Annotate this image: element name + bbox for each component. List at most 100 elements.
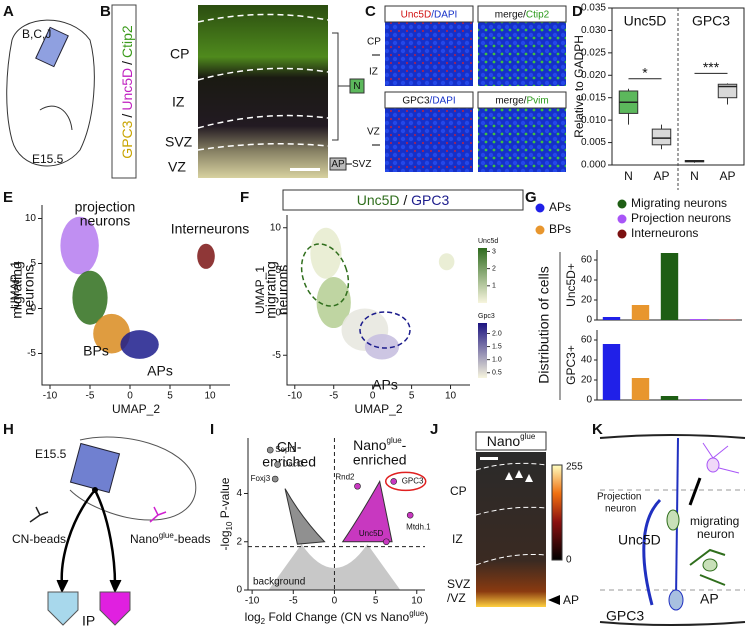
panel-label: B <box>100 3 111 20</box>
point <box>383 538 390 546</box>
x-tick-label: N <box>624 169 633 183</box>
panel-label: K <box>592 421 603 438</box>
zone-label: IZ <box>172 94 185 110</box>
stain: Ctip2 <box>119 25 135 58</box>
y-tick-label: 0.030 <box>581 25 606 36</box>
tile-stain: /DAPI <box>430 95 456 106</box>
point-label: Dact3 <box>283 460 304 469</box>
bead-icon <box>149 506 167 523</box>
title-part: GPC3 <box>411 192 449 208</box>
bar <box>689 319 708 320</box>
label-part: glue <box>409 609 425 618</box>
legend-label: Interneurons <box>631 226 698 240</box>
annotation: migrating <box>263 261 279 319</box>
x-tick-label: 0 <box>127 391 133 402</box>
cluster-cloud <box>197 243 215 269</box>
label-part: log <box>245 610 261 624</box>
x-tick-label: 5 <box>373 596 379 607</box>
ap-label: AP <box>331 159 345 170</box>
box <box>717 83 738 99</box>
bracket <box>332 32 350 141</box>
y-tick-label: 40 <box>581 275 593 286</box>
y-tick-label: 0 <box>586 315 592 326</box>
cloud <box>310 227 342 279</box>
cluster-label: neurons <box>80 213 131 229</box>
brain-line <box>39 105 73 131</box>
n-box <box>349 78 365 94</box>
panel-label: D <box>572 3 583 20</box>
stain-box <box>111 4 137 179</box>
x-axis-label: UMAP_2 <box>354 402 402 416</box>
legend-marker <box>535 225 545 235</box>
bead-label: -beads <box>174 532 211 546</box>
y-tick-label: 2 <box>236 536 242 547</box>
y-tick-label: 0.025 <box>581 47 606 58</box>
cell-label: Projection <box>597 492 641 503</box>
panel-label: I <box>210 421 214 438</box>
ap-cell <box>668 589 684 611</box>
tile-stain: Ctip2 <box>526 9 550 20</box>
bp-cell <box>689 548 726 586</box>
tile-title: merge/Pvim <box>495 95 548 106</box>
cluster-cloud <box>60 216 99 275</box>
y-tick-label: -5 <box>27 348 36 359</box>
y-tick-label: 0 <box>236 585 242 596</box>
colorbar-tick-label: 2 <box>492 265 496 272</box>
bead-label: CN-beads <box>12 532 66 546</box>
projection-cell <box>706 457 720 473</box>
x-tick-label: -10 <box>245 596 260 607</box>
cluster-cloud <box>72 270 108 325</box>
panel-label: H <box>3 421 14 438</box>
x-tick-label: 10 <box>411 596 423 607</box>
x-tick-label: 5 <box>167 391 173 402</box>
scale-bar <box>290 168 320 171</box>
group-label: Nanoglue- <box>353 436 407 453</box>
x-tick-label: 0 <box>332 596 338 607</box>
panel-b: GPC3 / Unc5D / Ctip2 CP IZ SVZ VZ N AP SVZ <box>111 4 371 179</box>
colorbar-tick-label: 1.0 <box>492 357 502 364</box>
stain: / <box>119 61 135 65</box>
brain-outline <box>69 436 197 521</box>
legend-marker <box>535 203 545 213</box>
y-tick-label: 20 <box>581 375 593 386</box>
y-tick-label: 5 <box>275 265 281 276</box>
label-part: -log <box>218 530 232 550</box>
zone-label: CP <box>367 37 381 48</box>
cell-label: migrating <box>690 514 739 528</box>
point-label: Sept1 <box>275 445 296 454</box>
legend-marker <box>617 229 627 239</box>
x-tick-label: N <box>690 169 699 183</box>
y-tick-label: 0.000 <box>581 160 606 171</box>
bead-icon <box>29 506 49 523</box>
zone-label: VZ <box>168 159 186 175</box>
legend-label: BPs <box>549 222 571 236</box>
x-tick-label: -5 <box>86 391 95 402</box>
point <box>274 461 281 468</box>
bead-label: Nanoglue-beads <box>130 531 211 546</box>
y-tick-label: 0.020 <box>581 70 606 81</box>
x-tick-label: -5 <box>329 391 338 402</box>
panel-title: Unc5D / GPC3 <box>357 192 450 208</box>
cluster-label: projection <box>75 199 136 215</box>
cloud <box>268 544 401 590</box>
annotation: neurons <box>275 265 291 316</box>
zone-boundary <box>197 13 329 151</box>
panel-label: GPC3+ <box>564 345 578 385</box>
point-label: Foxj3 <box>251 474 271 483</box>
x-tick-label: 10 <box>204 391 216 402</box>
legend-marker <box>617 199 627 209</box>
colorbar-title: Gpc3 <box>478 313 495 320</box>
label-part: Fold Change (CN vs Nano <box>265 610 409 624</box>
zone-boundary <box>475 462 547 566</box>
title-part: Nano <box>487 433 521 449</box>
panel-label: E <box>3 189 13 206</box>
tile-header <box>384 91 474 109</box>
y-tick-label: 0 <box>275 307 281 318</box>
colorbar-tick-label: 1 <box>492 283 496 290</box>
cell-label: neuron <box>697 527 734 541</box>
point-label: Mtdh.1 <box>406 522 431 531</box>
cloud <box>438 253 455 271</box>
y-tick-label: -5 <box>272 350 281 361</box>
axis <box>286 215 470 386</box>
title-box <box>282 189 524 211</box>
